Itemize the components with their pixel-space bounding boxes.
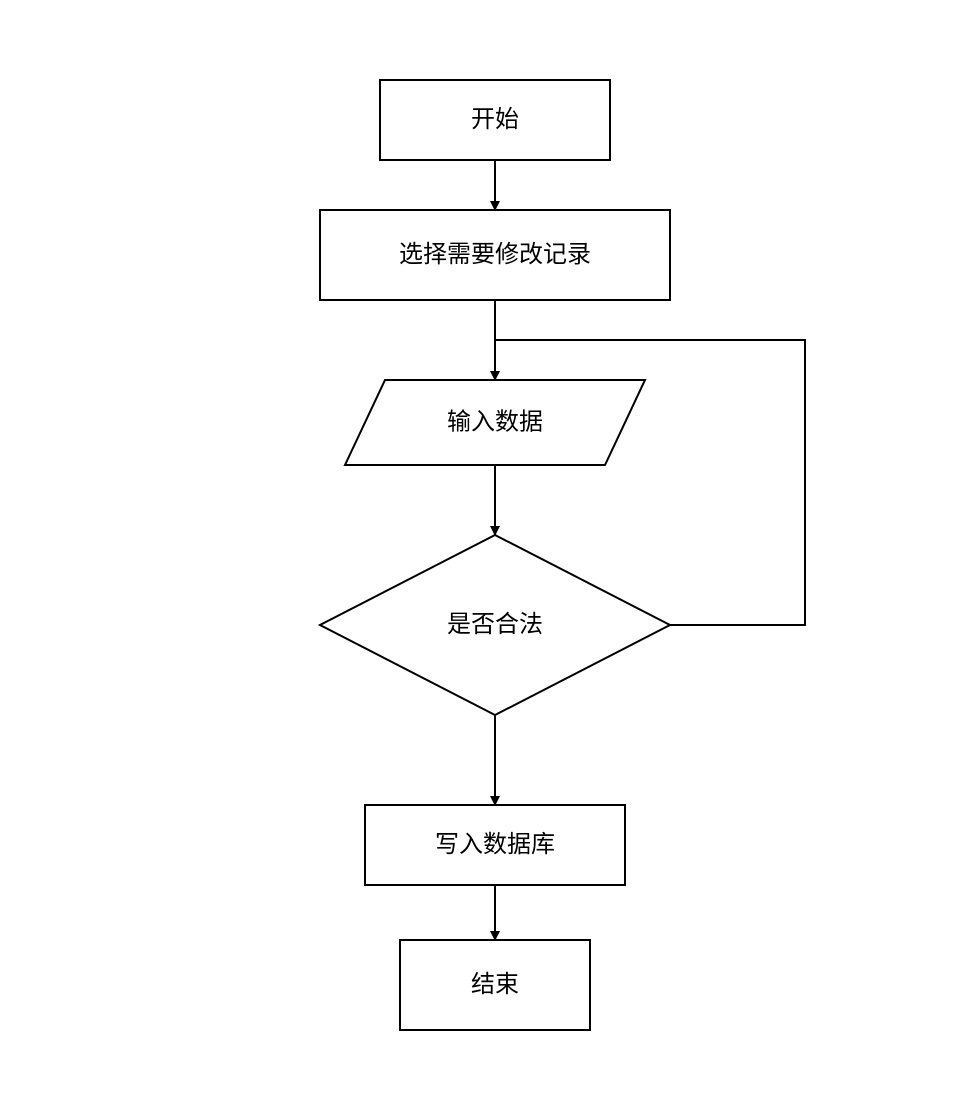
node-label-start: 开始 <box>471 106 519 133</box>
node-label-select: 选择需要修改记录 <box>399 241 591 268</box>
flowchart-canvas: 开始选择需要修改记录输入数据是否合法写入数据库结束 <box>0 0 976 1108</box>
node-label-end: 结束 <box>471 971 519 998</box>
node-label-decision: 是否合法 <box>447 611 543 638</box>
node-label-write: 写入数据库 <box>435 831 555 858</box>
node-label-input: 输入数据 <box>447 409 543 436</box>
